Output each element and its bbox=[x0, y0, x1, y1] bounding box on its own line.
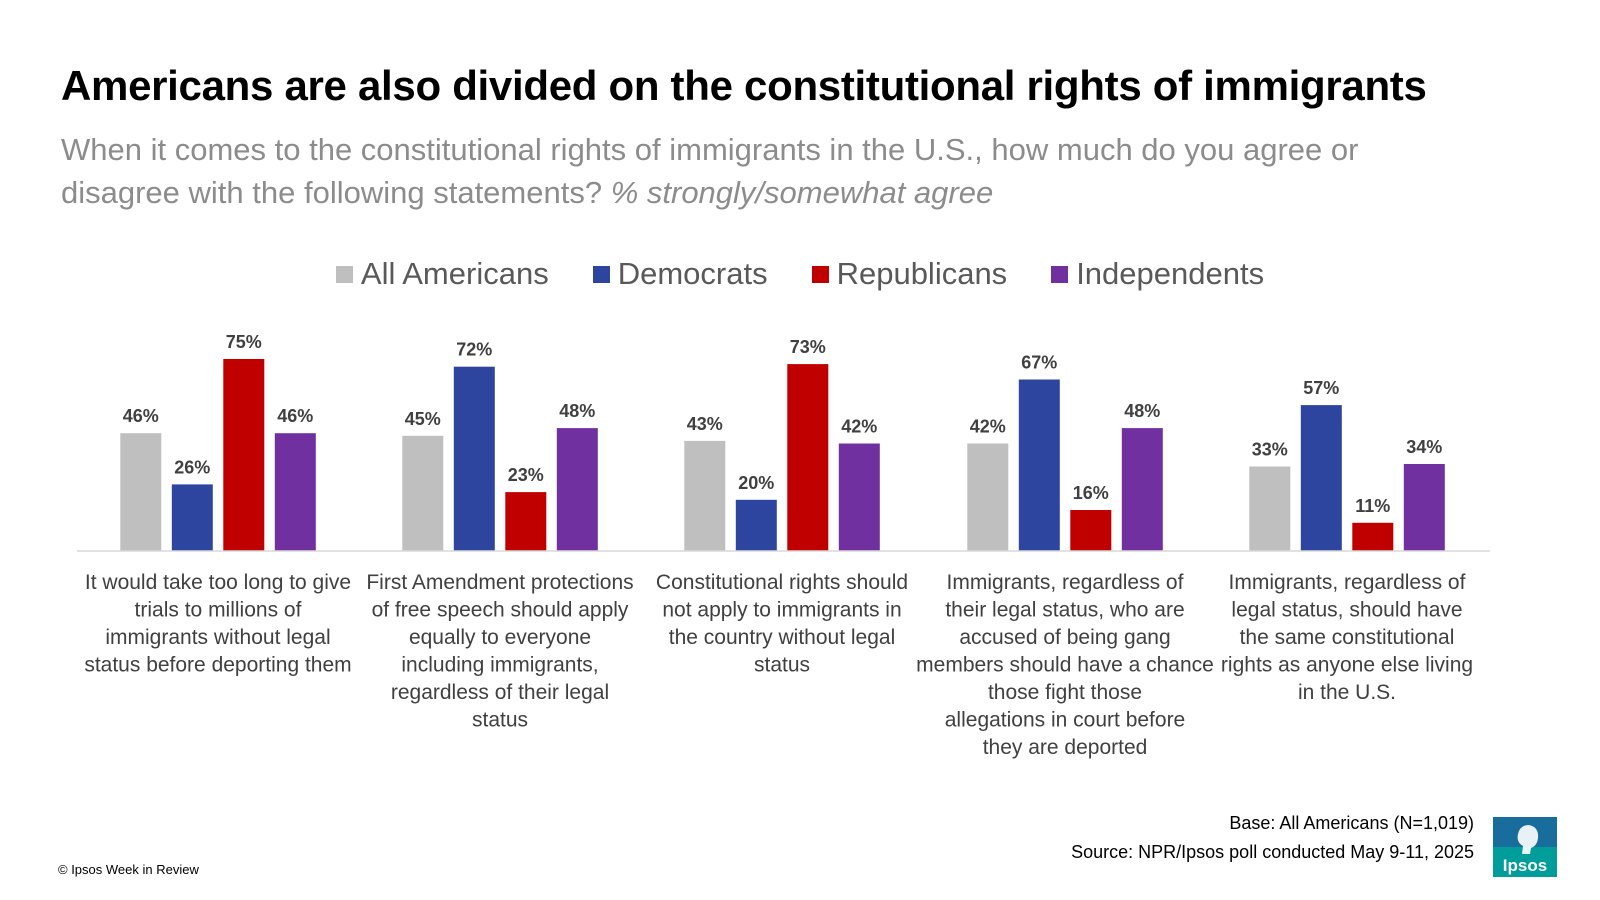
legend-swatch bbox=[592, 265, 610, 283]
bar bbox=[402, 435, 444, 551]
category-label-line: regardless of their legal bbox=[391, 681, 609, 704]
copyright-note: © Ipsos Week in Review bbox=[58, 862, 199, 877]
source-note: Source: NPR/Ipsos poll conducted May 9-1… bbox=[1071, 842, 1474, 862]
chart-legend: All Americans Democrats Republicans Indepen… bbox=[0, 256, 1600, 292]
chart-subtitle: When it comes to the constitutional righ… bbox=[61, 128, 1481, 214]
legend-label: Independents bbox=[1076, 256, 1265, 291]
category-label-line: in the U.S. bbox=[1298, 681, 1396, 704]
data-label: 45% bbox=[405, 409, 441, 429]
legend-label: All Americans bbox=[360, 256, 549, 291]
category-label-line: the country without legal bbox=[669, 626, 895, 649]
category-label-line: legal status, should have bbox=[1231, 599, 1462, 622]
data-label: 34% bbox=[1406, 437, 1442, 457]
data-label: 75% bbox=[226, 332, 262, 352]
category-label-line: status bbox=[754, 654, 810, 677]
legend-label: Republicans bbox=[836, 256, 1008, 291]
category-label: Immigrants, regardless of legal status, s… bbox=[1221, 571, 1473, 704]
legend-item: Independents bbox=[1051, 256, 1264, 292]
data-label: 48% bbox=[1124, 401, 1160, 421]
bar-chart: 46% 26% 75% 46% 45% 72% 23% 48% 43% 20% 73% 42% 42% 6… bbox=[77, 332, 1490, 759]
category-label: Constitutional rights should not apply to… bbox=[656, 571, 908, 677]
category-label: First Amendment protections of free speec… bbox=[366, 571, 633, 732]
legend-swatch bbox=[811, 265, 829, 283]
bar bbox=[1352, 522, 1394, 551]
bar bbox=[787, 364, 829, 551]
logo-text: Ipsos bbox=[1503, 856, 1547, 875]
category-label: Immigrants, regardless of their legal sta… bbox=[916, 571, 1214, 759]
bar bbox=[735, 499, 777, 551]
bar bbox=[274, 433, 316, 551]
data-label: 46% bbox=[277, 406, 313, 426]
category-label: It would take too long to give trials to … bbox=[84, 571, 351, 677]
subtitle-question: When it comes to the constitutional righ… bbox=[61, 132, 1359, 210]
category-label-line: status before deporting them bbox=[84, 654, 351, 677]
category-label-line: of free speech should apply bbox=[372, 599, 629, 622]
data-label: 33% bbox=[1252, 440, 1288, 460]
bar bbox=[505, 492, 547, 551]
bar bbox=[556, 428, 598, 551]
legend-swatch bbox=[1051, 265, 1069, 283]
data-label: 16% bbox=[1073, 483, 1109, 503]
data-label: 73% bbox=[790, 337, 826, 357]
category-label-line: they are deported bbox=[983, 736, 1148, 759]
legend-item: All Americans bbox=[335, 256, 549, 292]
chart-title: Americans are also divided on the consti… bbox=[61, 62, 1427, 109]
data-label: 23% bbox=[508, 465, 544, 485]
category-label-line: trials to millions of bbox=[135, 599, 302, 622]
category-label-line: Immigrants, regardless of bbox=[947, 571, 1184, 594]
legend-swatch bbox=[335, 265, 353, 283]
data-label: 72% bbox=[456, 340, 492, 360]
bar bbox=[1018, 379, 1060, 551]
logo-head-icon bbox=[1517, 825, 1539, 854]
data-label: 26% bbox=[174, 457, 210, 477]
bar bbox=[1403, 464, 1445, 551]
category-label-line: It would take too long to give bbox=[85, 571, 351, 594]
category-label-line: allegations in court before bbox=[945, 709, 1186, 732]
bar bbox=[120, 433, 162, 551]
data-label: 42% bbox=[841, 417, 877, 437]
ipsos-logo: Ipsos bbox=[1493, 817, 1557, 877]
legend-item: Republicans bbox=[811, 256, 1008, 292]
category-label-line: their legal status, who are bbox=[945, 599, 1184, 622]
category-label-line: Constitutional rights should bbox=[656, 571, 908, 594]
category-label-line: immigrants without legal bbox=[105, 626, 330, 649]
data-label: 20% bbox=[738, 473, 774, 493]
bar bbox=[1121, 428, 1163, 551]
category-label-line: members should have a chance bbox=[916, 654, 1214, 677]
data-label: 43% bbox=[687, 414, 723, 434]
category-label-line: rights as anyone else living bbox=[1221, 654, 1473, 677]
bar bbox=[1070, 510, 1112, 551]
category-label-line: accused of being gang bbox=[959, 626, 1170, 649]
category-label-line: equally to everyone bbox=[409, 626, 591, 649]
data-label: 46% bbox=[123, 406, 159, 426]
bar bbox=[967, 443, 1009, 551]
bar bbox=[453, 366, 495, 551]
bar bbox=[838, 443, 880, 551]
category-label-line: not apply to immigrants in bbox=[662, 599, 901, 622]
bar bbox=[1249, 466, 1291, 551]
category-label-line: status bbox=[472, 709, 528, 732]
category-label-line: those fight those bbox=[988, 681, 1142, 704]
category-label-line: Immigrants, regardless of bbox=[1229, 571, 1466, 594]
bar bbox=[223, 359, 265, 551]
data-label: 11% bbox=[1355, 496, 1390, 516]
legend-item: Democrats bbox=[592, 256, 768, 292]
base-note: Base: All Americans (N=1,019) bbox=[1229, 813, 1474, 833]
legend-label: Democrats bbox=[617, 256, 768, 291]
bar bbox=[171, 484, 213, 551]
category-label-line: the same constitutional bbox=[1240, 626, 1455, 649]
data-label: 42% bbox=[970, 417, 1006, 437]
data-label: 67% bbox=[1021, 353, 1057, 373]
subtitle-emphasis: % strongly/somewhat agree bbox=[610, 175, 994, 210]
category-label-line: including immigrants, bbox=[401, 654, 598, 677]
category-label-line: First Amendment protections bbox=[366, 571, 633, 594]
data-label: 48% bbox=[559, 401, 595, 421]
bar bbox=[1300, 405, 1342, 551]
bar bbox=[684, 440, 726, 551]
data-label: 57% bbox=[1303, 378, 1339, 398]
